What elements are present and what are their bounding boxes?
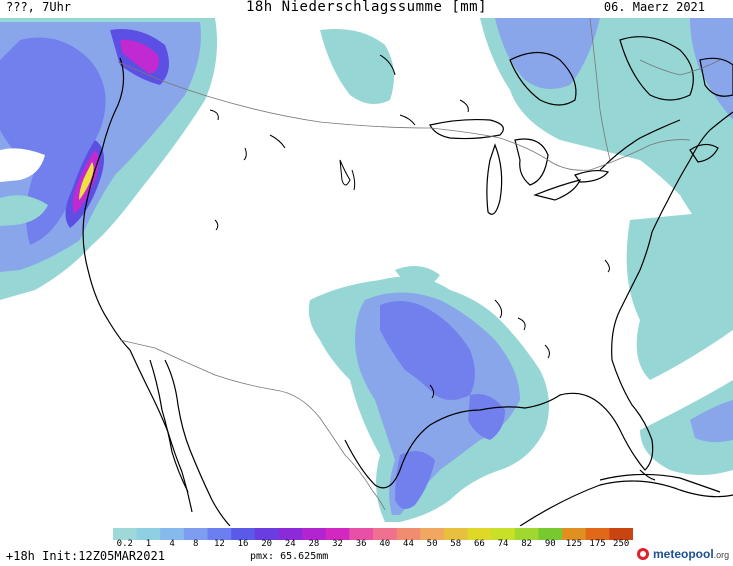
legend-swatch bbox=[491, 528, 516, 540]
legend-tick-label: 90 bbox=[544, 539, 556, 549]
yucatan bbox=[519, 480, 733, 526]
west-coast bbox=[82, 57, 193, 513]
legend-tick-label: 44 bbox=[403, 539, 414, 549]
forecast-init-info: +18h Init:12Z05MAR2021 bbox=[6, 549, 165, 563]
inland-lakes bbox=[209, 54, 610, 399]
legend-tick-label: 82 bbox=[521, 539, 533, 549]
precip-oregon-yellow bbox=[79, 162, 94, 200]
legend-tick-label: 4 bbox=[169, 539, 175, 549]
legend-tick-label: 0.2 bbox=[116, 539, 133, 549]
color-scale-legend bbox=[113, 528, 633, 540]
newfoundland bbox=[699, 57, 733, 97]
us-mexico-border bbox=[119, 339, 386, 511]
legend-swatch bbox=[373, 528, 398, 540]
hudson-bay-coast bbox=[509, 51, 577, 106]
gulf-coast bbox=[344, 231, 654, 489]
nova-scotia bbox=[689, 143, 719, 163]
coastlines bbox=[82, 36, 733, 526]
political-borders bbox=[117, 18, 721, 511]
legend-tick-label: 16 bbox=[237, 539, 249, 549]
lake-superior bbox=[429, 118, 504, 140]
legend-swatch bbox=[585, 528, 610, 540]
precip-atlantic-light bbox=[626, 210, 733, 380]
legend-swatch bbox=[302, 528, 327, 540]
meteopool-logo[interactable]: meteopool.org bbox=[636, 544, 729, 564]
lake-huron bbox=[514, 138, 549, 186]
legend-tick-label: 50 bbox=[426, 539, 438, 549]
labrador-coast bbox=[619, 36, 694, 101]
precipitation-map bbox=[0, 18, 733, 526]
precip-pacific-patch-light bbox=[0, 195, 48, 226]
legend-swatch bbox=[136, 528, 161, 540]
mexico-west-coast bbox=[164, 359, 231, 526]
canada-provinces-2 bbox=[639, 59, 721, 76]
legend-tick-label: 36 bbox=[355, 539, 367, 549]
legend-swatch bbox=[183, 528, 209, 540]
florida-keys bbox=[639, 469, 656, 481]
legend-swatch bbox=[160, 528, 185, 540]
color-scale-ticks: 0.2 1 4 8 12 16 20 24 28 32 36 40 44 50 58 66 74 82 90 125 1… bbox=[113, 539, 633, 551]
legend-swatch bbox=[254, 528, 279, 540]
legend-tick-label: 74 bbox=[497, 539, 509, 549]
legend-tick-label: 58 bbox=[450, 539, 462, 549]
precip-caribbean-blue bbox=[690, 400, 733, 443]
legend-swatch bbox=[467, 528, 492, 540]
header-location-time: ???, 7Uhr bbox=[6, 0, 72, 14]
us-canada-border bbox=[117, 61, 691, 171]
precip-caribbean-light bbox=[640, 380, 733, 475]
max-precip-value: pmx: 65.625mm bbox=[250, 551, 329, 562]
precip-north-islands bbox=[320, 29, 394, 104]
legend-swatch bbox=[207, 528, 232, 540]
legend-tick-label: 32 bbox=[332, 539, 343, 549]
precip-northeast-blue2 bbox=[690, 18, 733, 120]
precip-pacific-moderate bbox=[0, 37, 106, 245]
logo-text: meteopool.org bbox=[653, 547, 730, 561]
lake-erie bbox=[533, 179, 582, 201]
lake-ontario bbox=[574, 169, 610, 183]
precip-pacific-patch bbox=[0, 148, 45, 182]
legend-swatch bbox=[538, 528, 563, 540]
legend-swatch bbox=[349, 528, 374, 540]
legend-tick-label: 24 bbox=[284, 539, 296, 549]
legend-tick-label: 175 bbox=[589, 539, 606, 549]
legend-swatch bbox=[514, 528, 539, 540]
legend-tick-label: 40 bbox=[379, 539, 391, 549]
legend-tick-label: 125 bbox=[565, 539, 583, 549]
legend-tick-label: 12 bbox=[213, 539, 225, 549]
legend-swatch bbox=[278, 528, 303, 540]
precip-vancouver-magenta bbox=[120, 39, 159, 74]
legend-swatch bbox=[420, 528, 445, 540]
legend-swatch bbox=[443, 528, 469, 540]
precip-south-moderate bbox=[380, 301, 475, 400]
legend-tick-label: 20 bbox=[261, 539, 273, 549]
legend-swatch bbox=[231, 528, 256, 540]
legend-tick-label: 250 bbox=[613, 539, 630, 549]
lake-michigan bbox=[486, 143, 503, 215]
legend-tick-label: 28 bbox=[308, 539, 320, 549]
precip-texas-coast bbox=[395, 451, 435, 509]
legend-swatch bbox=[562, 528, 587, 540]
map-title: 18h Niederschlagssumme [mm] bbox=[245, 0, 488, 15]
legend-tick-label: 1 bbox=[145, 539, 152, 549]
precip-south-moderate2 bbox=[468, 394, 505, 440]
legend-swatch bbox=[113, 528, 138, 540]
canada-provinces bbox=[589, 18, 611, 161]
legend-swatch bbox=[609, 528, 633, 540]
east-coast bbox=[651, 111, 733, 233]
header-date: 06. Maerz 2021 bbox=[603, 0, 705, 14]
legend-tick-label: 66 bbox=[473, 539, 485, 549]
logo-icon bbox=[637, 548, 649, 560]
st-lawrence bbox=[599, 119, 681, 171]
legend-tick-label: 8 bbox=[193, 539, 199, 549]
cuba bbox=[599, 473, 721, 493]
baja-peninsula bbox=[149, 359, 189, 493]
legend-swatch bbox=[396, 528, 421, 540]
legend-swatch bbox=[325, 528, 350, 540]
precip-nebraska-light bbox=[395, 266, 440, 290]
